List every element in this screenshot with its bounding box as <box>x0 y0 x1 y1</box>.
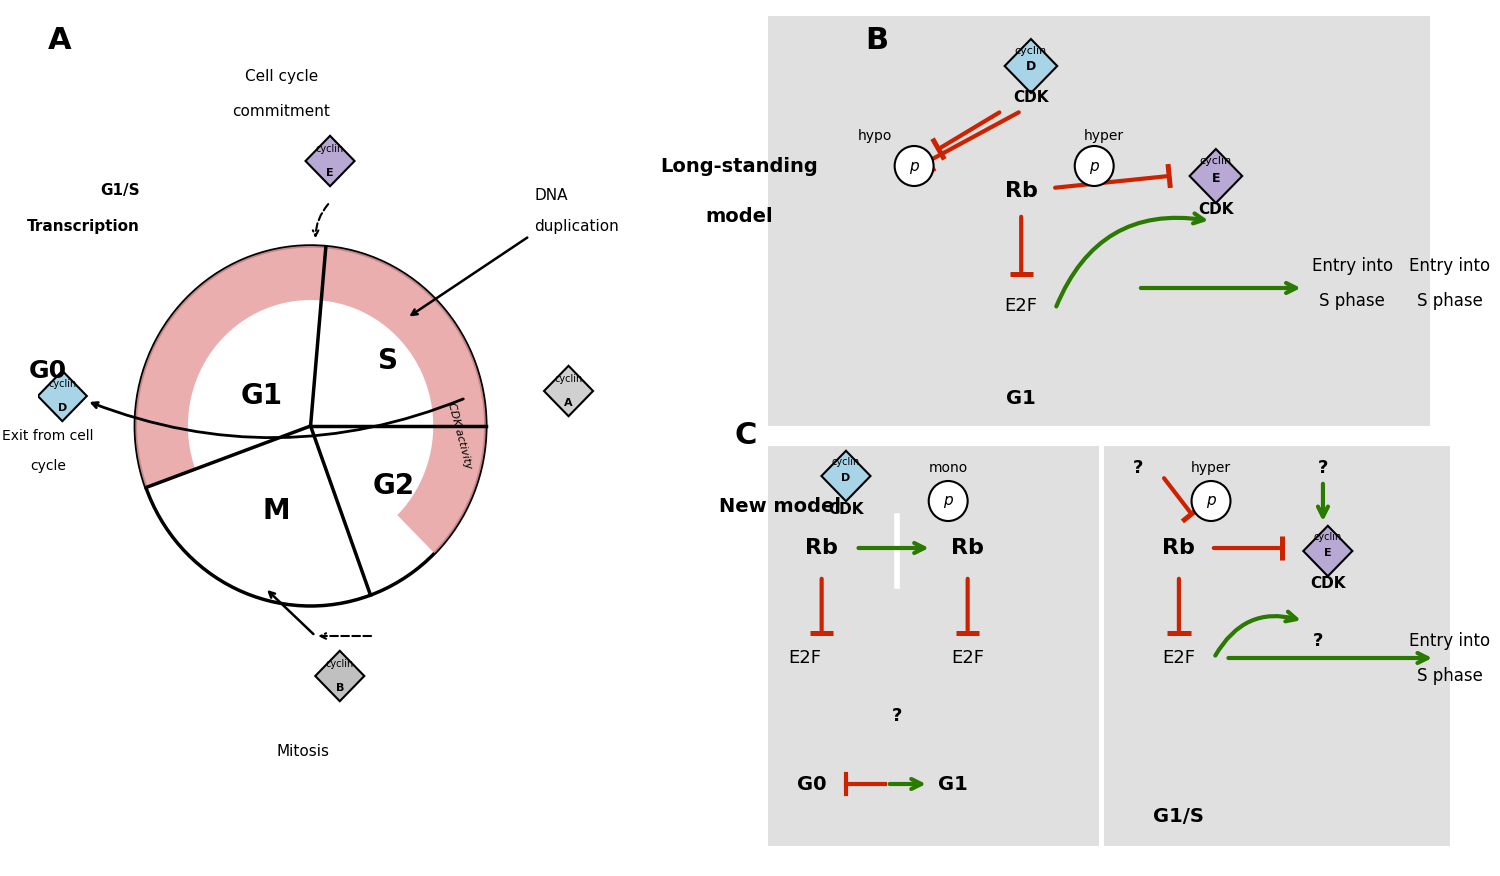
Polygon shape <box>135 246 486 554</box>
Text: CDK: CDK <box>1310 576 1346 591</box>
Text: commitment: commitment <box>232 103 330 118</box>
Circle shape <box>894 146 933 186</box>
Text: Entry into: Entry into <box>1408 632 1490 650</box>
Polygon shape <box>306 136 354 187</box>
Text: DNA: DNA <box>534 188 568 203</box>
Polygon shape <box>38 371 87 421</box>
Polygon shape <box>1005 39 1058 93</box>
Polygon shape <box>822 451 870 501</box>
Text: Rb: Rb <box>1162 538 1196 558</box>
Text: cyclin: cyclin <box>1314 532 1342 542</box>
Text: hyper: hyper <box>1084 129 1124 143</box>
Polygon shape <box>135 246 486 554</box>
Text: Mitosis: Mitosis <box>276 744 330 759</box>
Text: B: B <box>865 26 888 55</box>
Text: D: D <box>842 473 850 483</box>
FancyBboxPatch shape <box>768 446 1100 846</box>
Text: cycle: cycle <box>30 459 66 473</box>
Text: New model: New model <box>720 497 842 515</box>
Text: Long-standing: Long-standing <box>660 157 818 175</box>
Text: S phase: S phase <box>1318 292 1384 310</box>
Circle shape <box>1191 481 1230 521</box>
FancyBboxPatch shape <box>768 16 1430 426</box>
Text: E2F: E2F <box>1005 297 1038 315</box>
Text: A: A <box>564 398 573 408</box>
Text: E: E <box>1212 172 1219 185</box>
Text: p: p <box>1206 493 1216 508</box>
Text: E2F: E2F <box>951 649 984 667</box>
Text: cyclin: cyclin <box>326 659 354 669</box>
Text: S phase: S phase <box>1416 292 1482 310</box>
Text: ?: ? <box>1318 459 1328 477</box>
Text: Rb: Rb <box>1005 181 1038 201</box>
Text: duplication: duplication <box>534 218 620 234</box>
Text: Exit from cell: Exit from cell <box>2 429 93 443</box>
Text: S: S <box>378 347 399 375</box>
Text: B: B <box>336 683 344 693</box>
Text: Rb: Rb <box>951 538 984 558</box>
Text: cyclin: cyclin <box>316 144 344 154</box>
Text: G1/S: G1/S <box>1154 807 1204 825</box>
Text: p: p <box>944 493 952 508</box>
Text: Entry into: Entry into <box>1311 257 1392 275</box>
Text: G1: G1 <box>938 774 968 794</box>
Text: E: E <box>1324 548 1332 558</box>
Text: G0: G0 <box>796 774 826 794</box>
Text: G1/S: G1/S <box>100 183 140 199</box>
Text: E: E <box>326 168 334 178</box>
Text: A: A <box>48 26 72 55</box>
Text: Entry into: Entry into <box>1408 257 1490 275</box>
Text: hypo: hypo <box>858 129 892 143</box>
Text: ?: ? <box>1312 632 1323 650</box>
Text: Rb: Rb <box>806 538 838 558</box>
Text: G2: G2 <box>372 472 414 500</box>
Text: E2F: E2F <box>789 649 822 667</box>
Circle shape <box>1074 146 1113 186</box>
Text: cyclin: cyclin <box>833 457 860 467</box>
Polygon shape <box>1304 526 1353 576</box>
Text: cyclin: cyclin <box>48 379 76 389</box>
Text: D: D <box>57 403 68 413</box>
Text: CDK activity: CDK activity <box>446 402 472 470</box>
Text: CDK: CDK <box>1198 202 1233 217</box>
Text: S phase: S phase <box>1416 667 1482 685</box>
Text: G1: G1 <box>1007 388 1036 407</box>
Text: cyclin: cyclin <box>1200 156 1231 166</box>
Text: CDK: CDK <box>828 501 864 517</box>
Text: model: model <box>705 207 772 225</box>
Polygon shape <box>1190 149 1242 203</box>
Text: p: p <box>1089 159 1100 173</box>
Text: Cell cycle: Cell cycle <box>244 68 318 83</box>
FancyBboxPatch shape <box>1104 446 1449 846</box>
Text: G1: G1 <box>242 382 284 410</box>
Polygon shape <box>544 366 592 416</box>
Text: cyclin: cyclin <box>1016 46 1047 56</box>
Text: E2F: E2F <box>1162 649 1196 667</box>
Text: ?: ? <box>891 707 902 725</box>
Text: D: D <box>1026 60 1036 73</box>
Text: G0: G0 <box>28 359 68 383</box>
Polygon shape <box>315 651 364 701</box>
Text: CDK: CDK <box>1013 90 1048 105</box>
Text: mono: mono <box>928 461 968 475</box>
Text: cyclin: cyclin <box>555 374 582 384</box>
Circle shape <box>928 481 968 521</box>
Text: hyper: hyper <box>1191 461 1231 475</box>
Text: M: M <box>262 497 291 525</box>
Text: ?: ? <box>1132 459 1143 477</box>
Text: p: p <box>909 159 920 173</box>
Text: C: C <box>734 421 756 450</box>
Circle shape <box>135 246 486 606</box>
Text: Transcription: Transcription <box>27 218 140 234</box>
